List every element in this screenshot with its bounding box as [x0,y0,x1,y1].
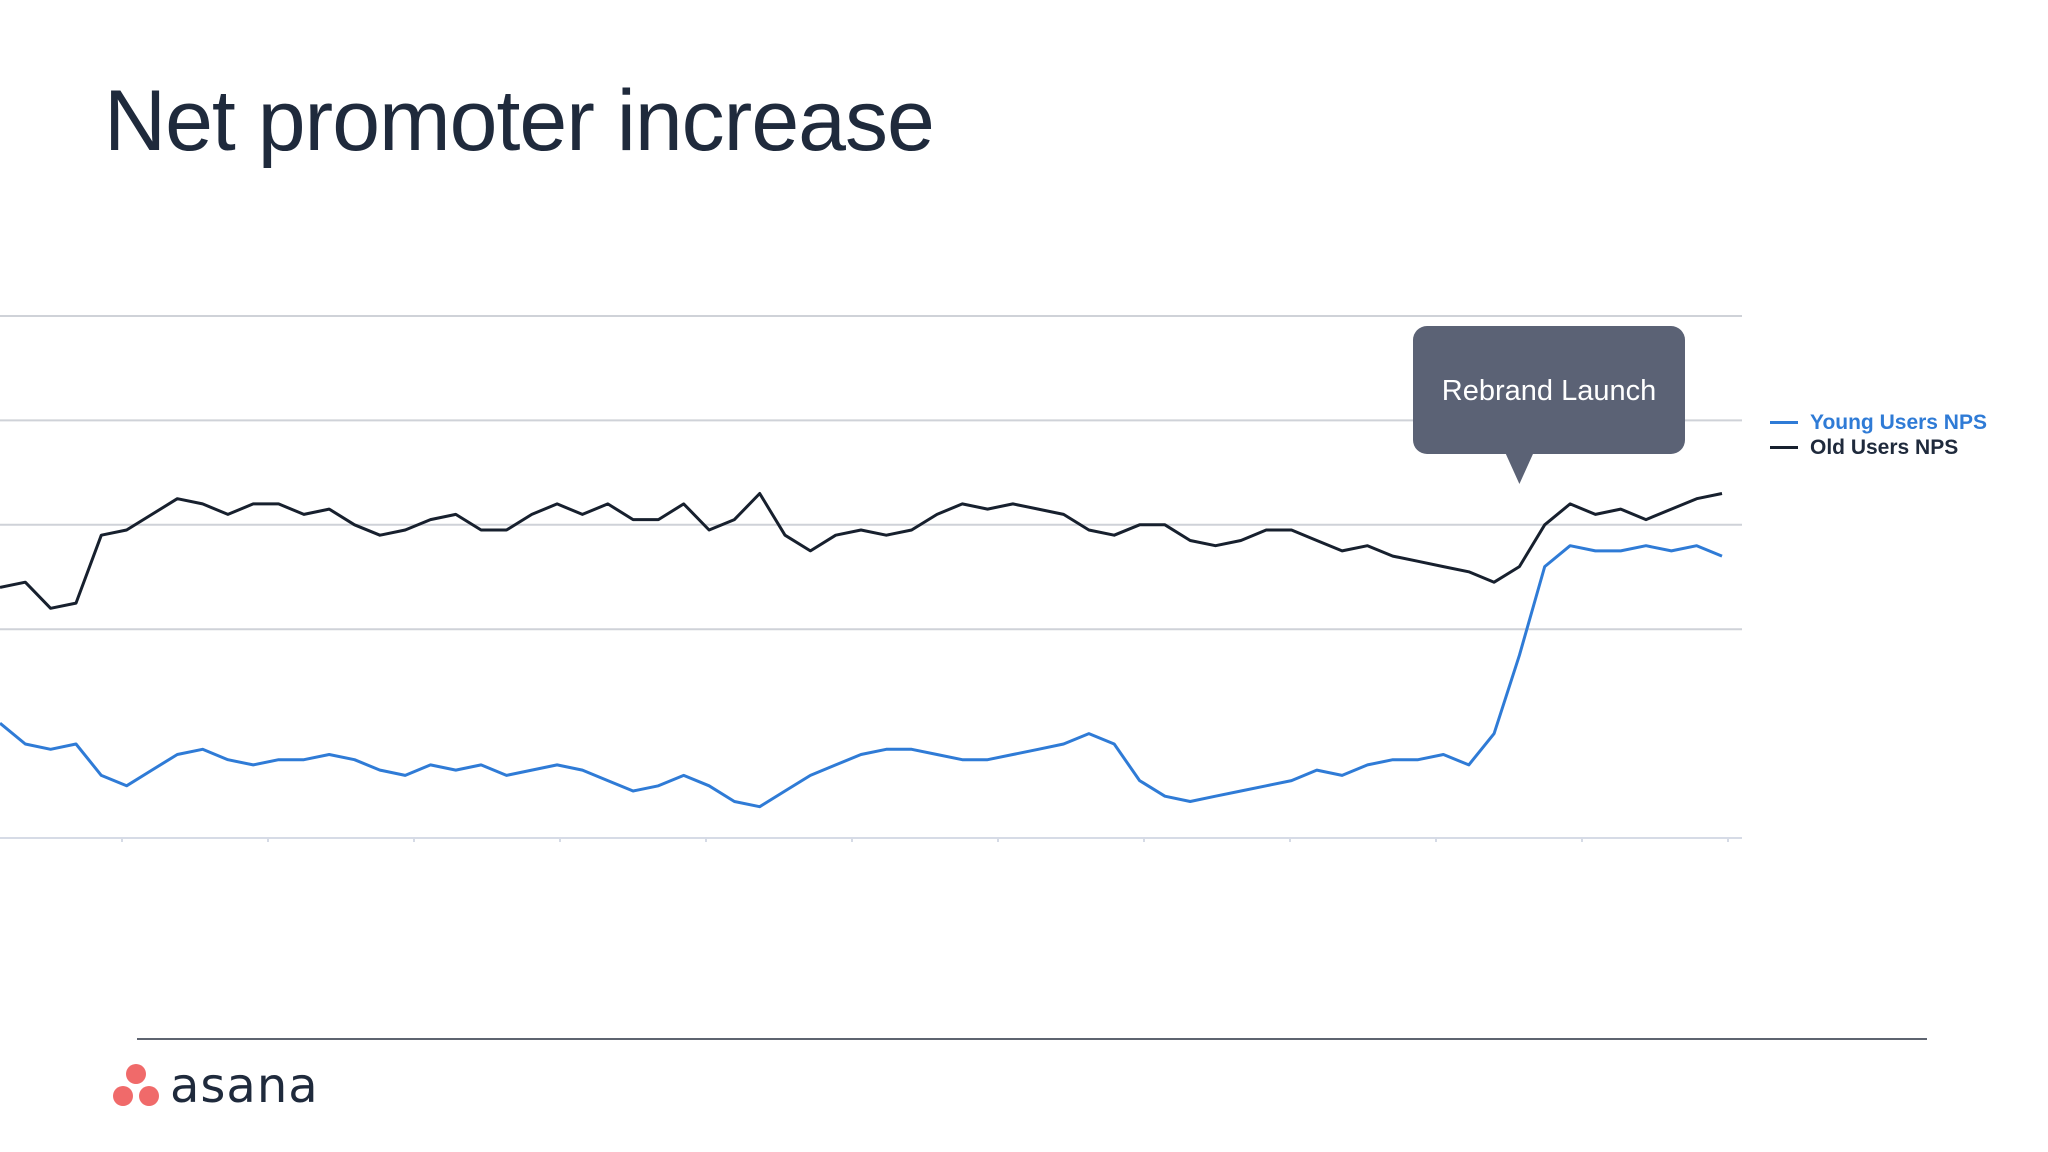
logo-dot-left [113,1086,133,1106]
legend-label-old: Old Users NPS [1810,435,1959,459]
asana-three-dots-icon [112,1064,160,1108]
logo-dot-right [139,1086,159,1106]
logo-dot-top [126,1064,146,1084]
annotation-box [1413,326,1685,454]
annotation-label: Rebrand Launch [1442,375,1656,407]
asana-logo[interactable]: asana [112,1062,319,1110]
footer-divider [137,1038,1927,1040]
legend-swatch-young [1770,421,1798,424]
legend-swatch-old [1770,446,1798,449]
annotation-pointer [1505,453,1534,484]
asana-wordmark: asana [170,1058,319,1114]
series-line-young-users[interactable] [0,544,1723,809]
slide-title: Net promoter increase [104,73,935,169]
series-line-old-users[interactable] [0,492,1723,610]
annotation-rebrand-launch[interactable]: Rebrand Launch [1413,326,1685,484]
legend-item-old[interactable]: Old Users NPS [1770,435,1987,460]
legend-item-young[interactable]: Young Users NPS [1770,410,1987,435]
chart-legend: Young Users NPS Old Users NPS [1770,410,1987,460]
legend-label-young: Young Users NPS [1810,410,1987,434]
